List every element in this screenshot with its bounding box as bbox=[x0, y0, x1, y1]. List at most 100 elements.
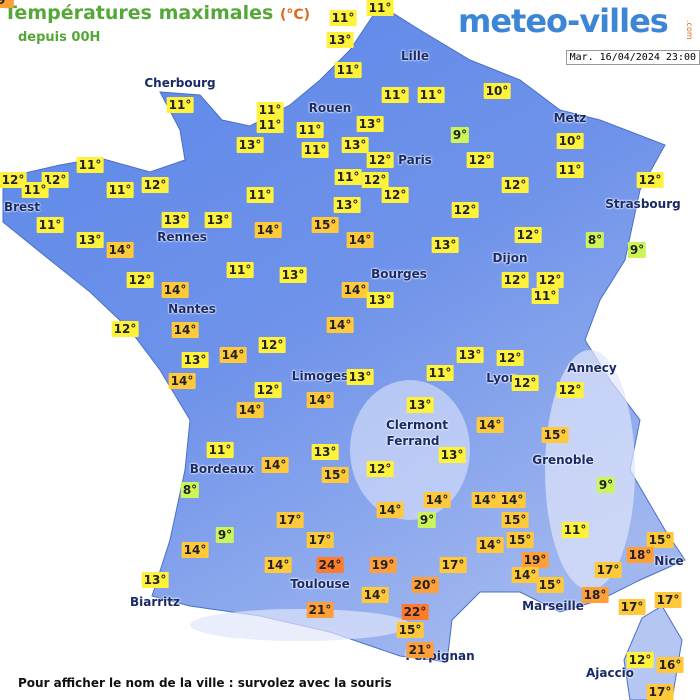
temperature-label[interactable]: 11° bbox=[417, 87, 445, 103]
temperature-label[interactable]: 14° bbox=[498, 492, 526, 508]
temperature-label[interactable]: 12° bbox=[511, 375, 539, 391]
temperature-label[interactable]: 13° bbox=[141, 572, 169, 588]
temperature-label[interactable]: 11° bbox=[36, 217, 64, 233]
temperature-label[interactable]: 14° bbox=[171, 322, 199, 338]
temperature-label[interactable]: 12° bbox=[496, 350, 524, 366]
temperature-label[interactable]: 13° bbox=[181, 352, 209, 368]
temperature-label[interactable]: 11° bbox=[246, 187, 274, 203]
temperature-label[interactable]: 13° bbox=[161, 212, 189, 228]
temperature-label[interactable]: 9° bbox=[627, 242, 647, 258]
temperature-label[interactable]: 17° bbox=[646, 684, 674, 700]
temperature-label[interactable]: 13° bbox=[236, 137, 264, 153]
temperature-label[interactable]: 15° bbox=[321, 467, 349, 483]
temperature-label[interactable]: 12° bbox=[556, 382, 584, 398]
temperature-label[interactable]: 12° bbox=[381, 187, 409, 203]
temperature-label[interactable]: 12° bbox=[361, 172, 389, 188]
temperature-label[interactable]: 11° bbox=[426, 365, 454, 381]
temperature-label[interactable]: 15° bbox=[501, 512, 529, 528]
temperature-label[interactable]: 12° bbox=[141, 177, 169, 193]
temperature-label[interactable]: 14° bbox=[326, 317, 354, 333]
temperature-label[interactable]: 14° bbox=[254, 222, 282, 238]
temperature-label[interactable]: 13° bbox=[431, 237, 459, 253]
temperature-label[interactable]: 11° bbox=[21, 182, 49, 198]
temperature-label[interactable]: 12° bbox=[636, 172, 664, 188]
temperature-label[interactable]: 12° bbox=[254, 382, 282, 398]
temperature-label[interactable]: 11° bbox=[206, 442, 234, 458]
temperature-label[interactable]: 8° bbox=[585, 232, 605, 248]
temperature-label[interactable]: 11° bbox=[106, 182, 134, 198]
temperature-label[interactable]: 14° bbox=[346, 232, 374, 248]
temperature-label[interactable]: 14° bbox=[341, 282, 369, 298]
temperature-label[interactable]: 15° bbox=[536, 577, 564, 593]
temperature-label[interactable]: 22° bbox=[401, 604, 429, 620]
temperature-label[interactable]: 11° bbox=[381, 87, 409, 103]
temperature-label[interactable]: 14° bbox=[168, 373, 196, 389]
temperature-label[interactable]: 19° bbox=[0, 0, 14, 8]
temperature-label[interactable]: 20° bbox=[411, 577, 439, 593]
temperature-label[interactable]: 13° bbox=[341, 137, 369, 153]
temperature-label[interactable]: 16° bbox=[656, 657, 684, 673]
temperature-label[interactable]: 13° bbox=[204, 212, 232, 228]
temperature-label[interactable]: 11° bbox=[256, 117, 284, 133]
temperature-label[interactable]: 9° bbox=[596, 477, 616, 493]
temperature-label[interactable]: 12° bbox=[536, 272, 564, 288]
temperature-label[interactable]: 18° bbox=[581, 587, 609, 603]
temperature-label[interactable]: 13° bbox=[333, 197, 361, 213]
temperature-label[interactable]: 12° bbox=[451, 202, 479, 218]
temperature-label[interactable]: 15° bbox=[541, 427, 569, 443]
temperature-label[interactable]: 13° bbox=[76, 232, 104, 248]
temperature-label[interactable]: 13° bbox=[366, 292, 394, 308]
temperature-label[interactable]: 11° bbox=[561, 522, 589, 538]
temperature-label[interactable]: 12° bbox=[366, 152, 394, 168]
temperature-label[interactable]: 11° bbox=[226, 262, 254, 278]
temperature-label[interactable]: 15° bbox=[396, 622, 424, 638]
temperature-label[interactable]: 13° bbox=[346, 369, 374, 385]
temperature-label[interactable]: 13° bbox=[279, 267, 307, 283]
temperature-label[interactable]: 11° bbox=[556, 162, 584, 178]
temperature-label[interactable]: 12° bbox=[501, 177, 529, 193]
temperature-label[interactable]: 15° bbox=[646, 532, 674, 548]
temperature-label[interactable]: 12° bbox=[626, 652, 654, 668]
temperature-label[interactable]: 17° bbox=[654, 592, 682, 608]
temperature-label[interactable]: 17° bbox=[306, 532, 334, 548]
temperature-label[interactable]: 13° bbox=[456, 347, 484, 363]
temperature-label[interactable]: 11° bbox=[329, 10, 357, 26]
temperature-label[interactable]: 14° bbox=[476, 537, 504, 553]
temperature-label[interactable]: 14° bbox=[106, 242, 134, 258]
temperature-label[interactable]: 14° bbox=[423, 492, 451, 508]
logo[interactable]: meteo-villes bbox=[458, 2, 669, 40]
temperature-label[interactable]: 11° bbox=[256, 102, 284, 118]
temperature-label[interactable]: 11° bbox=[531, 288, 559, 304]
temperature-label[interactable]: 13° bbox=[356, 116, 384, 132]
temperature-label[interactable]: 12° bbox=[126, 272, 154, 288]
temperature-label[interactable]: 18° bbox=[626, 547, 654, 563]
temperature-label[interactable]: 12° bbox=[501, 272, 529, 288]
temperature-label[interactable]: 9° bbox=[417, 512, 437, 528]
temperature-label[interactable]: 11° bbox=[166, 97, 194, 113]
temperature-label[interactable]: 14° bbox=[181, 542, 209, 558]
temperature-label[interactable]: 13° bbox=[438, 447, 466, 463]
temperature-label[interactable]: 13° bbox=[311, 444, 339, 460]
temperature-label[interactable]: 17° bbox=[276, 512, 304, 528]
temperature-label[interactable]: 17° bbox=[594, 562, 622, 578]
temperature-label[interactable]: 17° bbox=[618, 599, 646, 615]
temperature-label[interactable]: 11° bbox=[301, 142, 329, 158]
temperature-label[interactable]: 14° bbox=[219, 347, 247, 363]
temperature-label[interactable]: 8° bbox=[180, 482, 200, 498]
temperature-label[interactable]: 14° bbox=[476, 417, 504, 433]
temperature-label[interactable]: 12° bbox=[111, 321, 139, 337]
temperature-label[interactable]: 10° bbox=[556, 133, 584, 149]
temperature-label[interactable]: 15° bbox=[311, 217, 339, 233]
temperature-label[interactable]: 14° bbox=[264, 557, 292, 573]
temperature-label[interactable]: 11° bbox=[334, 169, 362, 185]
temperature-label[interactable]: 12° bbox=[258, 337, 286, 353]
temperature-label[interactable]: 11° bbox=[366, 0, 394, 16]
temperature-label[interactable]: 12° bbox=[466, 152, 494, 168]
temperature-label[interactable]: 19° bbox=[521, 552, 549, 568]
temperature-label[interactable]: 14° bbox=[361, 587, 389, 603]
temperature-label[interactable]: 24° bbox=[316, 557, 344, 573]
temperature-label[interactable]: 9° bbox=[215, 527, 235, 543]
temperature-label[interactable]: 13° bbox=[406, 397, 434, 413]
temperature-label[interactable]: 13° bbox=[326, 32, 354, 48]
temperature-label[interactable]: 14° bbox=[471, 492, 499, 508]
